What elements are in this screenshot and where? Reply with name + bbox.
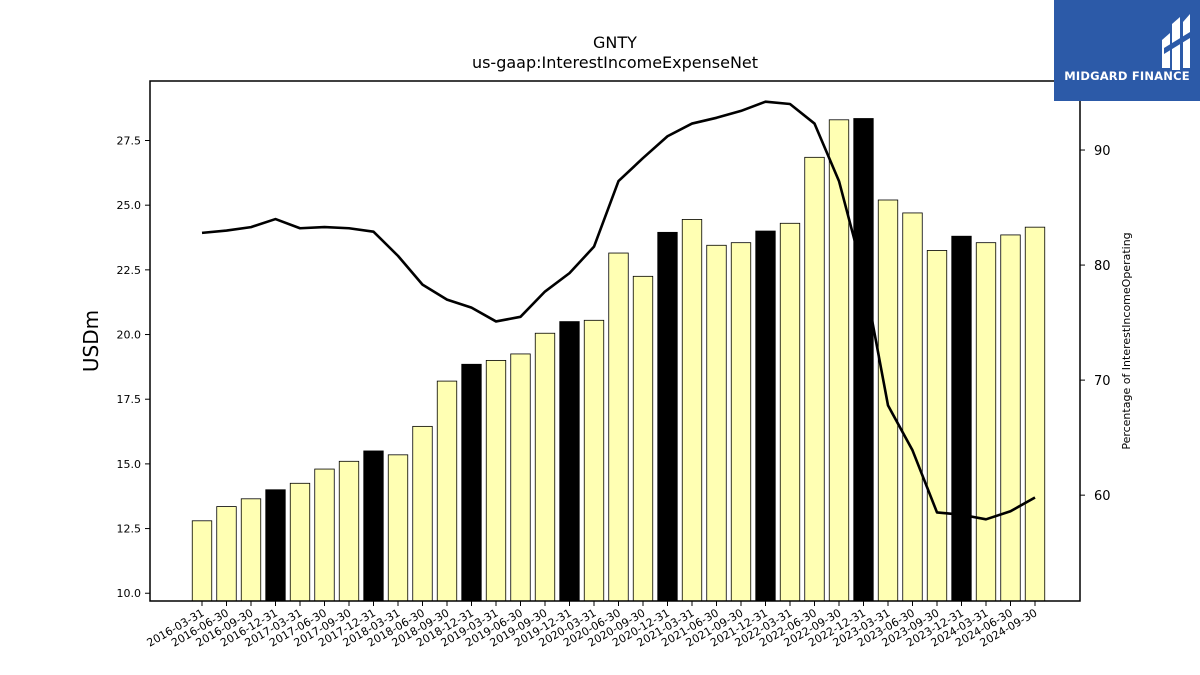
y-tick-label: 22.5 <box>117 264 142 277</box>
plot-frame <box>149 80 1081 602</box>
bar <box>240 498 262 602</box>
bar <box>191 520 213 602</box>
y-tick-label: 20.0 <box>117 329 142 342</box>
bar <box>951 235 972 602</box>
bar <box>387 454 409 602</box>
bar <box>1000 234 1021 602</box>
bar <box>730 242 752 602</box>
bar <box>461 363 482 602</box>
bar <box>363 450 384 602</box>
bar <box>559 321 580 602</box>
bar <box>853 118 874 602</box>
bar <box>314 468 335 602</box>
y2-tick-label: 80 <box>1094 259 1111 274</box>
brand-name: MIDGARD FINANCE <box>1064 69 1190 83</box>
bar <box>657 231 678 602</box>
y-tick-label: 25.0 <box>117 199 142 212</box>
bar <box>583 319 605 602</box>
y-tick-label: 17.5 <box>117 393 142 406</box>
y-tick-label: 10.0 <box>117 587 142 600</box>
bar <box>265 489 286 602</box>
y-tick-label: 12.5 <box>117 523 142 536</box>
bar <box>485 359 507 602</box>
bar <box>975 242 997 602</box>
y-tick-label: 27.5 <box>117 135 142 148</box>
y2-tick-label: 90 <box>1094 144 1111 159</box>
bar <box>681 219 703 602</box>
bar <box>412 425 433 602</box>
midgard-logo-icon <box>1162 14 1190 70</box>
bar <box>436 380 458 602</box>
x-axis: 2016-03-312016-06-302016-09-302016-12-31… <box>145 601 1040 650</box>
line-layer <box>201 100 1036 521</box>
bar <box>779 222 801 602</box>
series-line <box>201 100 1036 521</box>
y-tick-label: 15.0 <box>117 458 142 471</box>
y2-tick-label: 70 <box>1094 374 1111 389</box>
bar <box>828 119 850 602</box>
y2-tick-label: 60 <box>1094 489 1111 504</box>
bar <box>1024 226 1046 602</box>
bar <box>632 275 654 602</box>
bar <box>338 460 360 602</box>
chart-subtitle: us-gaap:InterestIncomeExpenseNet <box>472 53 758 72</box>
bar <box>289 482 311 602</box>
bars <box>191 118 1046 602</box>
bar <box>216 506 237 602</box>
bar <box>926 250 948 602</box>
y-axis-label: USDm <box>79 310 103 372</box>
y2-axis: 60 70 80 90 <box>1080 144 1111 504</box>
bar <box>755 230 776 602</box>
bar <box>608 252 629 602</box>
bar <box>804 156 825 602</box>
y-axis: 10.0 12.5 15.0 17.5 20.0 22.5 25.0 27.5 <box>117 135 150 600</box>
brand-logo: MIDGARD FINANCE <box>1054 0 1200 101</box>
bar <box>706 244 727 602</box>
bar <box>510 353 531 602</box>
bar <box>534 332 556 602</box>
y2-axis-label: Percentage of InterestIncomeOperating <box>1120 232 1133 449</box>
bar <box>902 212 923 602</box>
chart-title: GNTY <box>593 33 637 52</box>
